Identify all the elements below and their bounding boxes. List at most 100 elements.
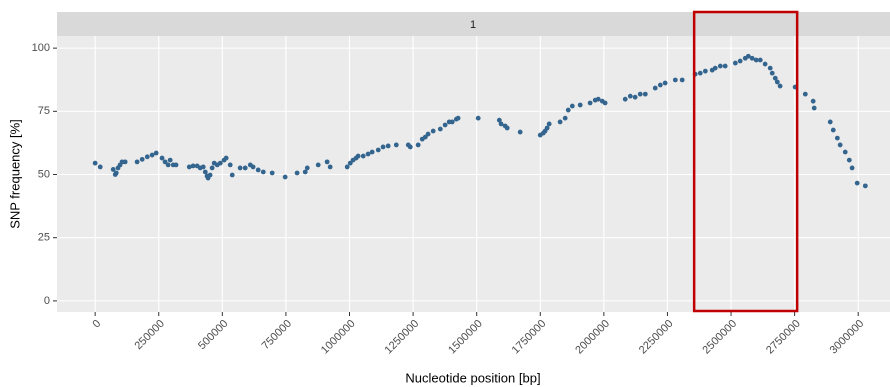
point	[324, 159, 330, 165]
point	[260, 169, 266, 175]
point	[662, 80, 668, 86]
point	[642, 91, 648, 97]
point	[622, 96, 628, 102]
point	[657, 82, 663, 88]
point	[777, 83, 783, 89]
point	[415, 142, 421, 148]
point	[242, 165, 248, 171]
point	[837, 142, 843, 148]
point	[717, 63, 723, 69]
x-tick-label: 1750000	[510, 318, 549, 357]
x-tick-label: 250000	[132, 318, 166, 352]
y-tick-label: 0	[44, 295, 50, 307]
point	[250, 164, 256, 170]
point	[455, 115, 461, 121]
point	[517, 129, 523, 135]
point	[737, 58, 743, 64]
point	[475, 115, 481, 121]
point	[595, 96, 601, 102]
y-tick-label: 25	[38, 232, 50, 244]
point	[207, 172, 213, 178]
point	[544, 125, 550, 131]
point	[237, 165, 243, 171]
point	[425, 131, 431, 137]
point	[602, 100, 608, 106]
strip-label: 1	[470, 19, 476, 31]
point	[757, 57, 763, 63]
point	[842, 149, 848, 155]
point	[772, 75, 778, 81]
point	[854, 180, 860, 186]
point	[344, 164, 350, 170]
point	[753, 57, 759, 63]
point	[722, 63, 728, 69]
x-tick-label: 2750000	[764, 318, 803, 357]
y-axis-title: SNP frequency [%]	[7, 119, 22, 229]
point	[762, 61, 768, 67]
point	[165, 162, 171, 168]
point	[732, 60, 738, 66]
point	[449, 119, 455, 125]
point	[92, 160, 98, 166]
point	[122, 159, 128, 165]
point	[846, 157, 852, 163]
point	[834, 135, 840, 141]
point	[134, 159, 140, 165]
point	[569, 103, 575, 109]
point	[697, 70, 703, 76]
point	[113, 170, 119, 176]
point	[190, 163, 196, 169]
point	[173, 162, 179, 168]
x-tick-label: 2500000	[700, 318, 739, 357]
point	[587, 100, 593, 106]
point	[304, 165, 310, 171]
point	[430, 128, 436, 134]
point	[442, 122, 448, 128]
point	[827, 119, 833, 125]
point	[269, 170, 275, 176]
point	[282, 174, 288, 180]
point	[347, 160, 353, 166]
point	[632, 94, 638, 100]
point	[437, 126, 443, 132]
point	[422, 134, 428, 140]
point	[149, 152, 155, 158]
x-tick-label: 750000	[260, 318, 294, 352]
y-tick-label: 75	[38, 105, 50, 117]
point	[97, 164, 103, 170]
x-axis-title: Nucleotide position [bp]	[405, 370, 540, 385]
x-tick-label: 2250000	[637, 318, 676, 357]
point	[162, 159, 168, 165]
point	[255, 167, 261, 173]
point	[209, 165, 215, 171]
point	[702, 68, 708, 74]
point	[862, 183, 868, 189]
x-tick-label: 0	[91, 318, 104, 331]
x-tick-label: 1000000	[319, 318, 358, 357]
point	[153, 150, 159, 156]
point	[202, 169, 208, 175]
point	[186, 164, 192, 170]
point	[144, 154, 150, 160]
point	[365, 151, 371, 157]
point	[229, 172, 235, 178]
x-tick-label: 500000	[196, 318, 230, 352]
point	[557, 119, 563, 125]
point	[223, 155, 229, 161]
point	[504, 125, 510, 131]
point	[407, 144, 413, 150]
grid	[57, 36, 890, 312]
point	[369, 149, 375, 155]
point	[294, 170, 300, 176]
point	[167, 157, 173, 163]
point	[159, 155, 165, 161]
point	[315, 162, 321, 168]
point	[767, 65, 773, 71]
point	[637, 91, 643, 97]
point	[355, 153, 361, 159]
point	[849, 165, 855, 171]
x-tick-label: 1500000	[446, 318, 485, 357]
point	[774, 79, 780, 85]
point	[769, 70, 775, 76]
